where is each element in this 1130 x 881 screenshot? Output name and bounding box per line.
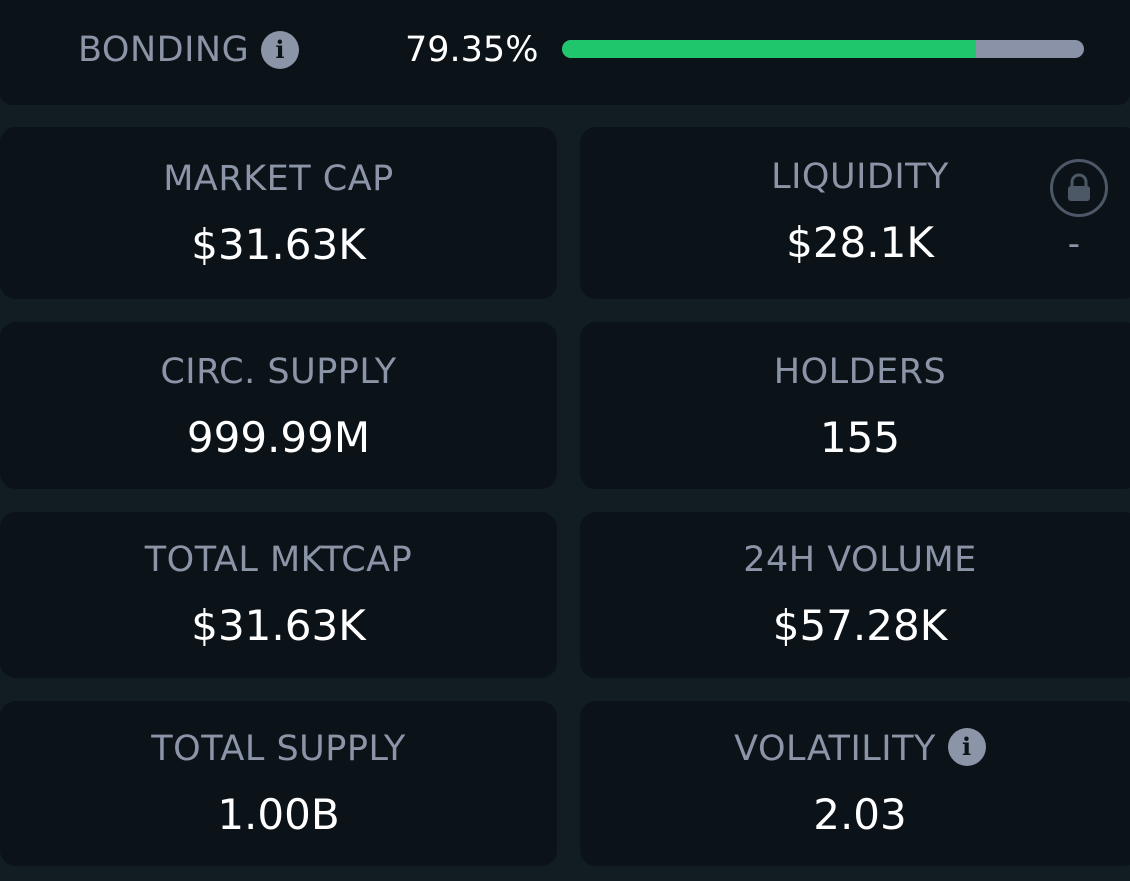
stat-value: 1.00B (217, 790, 340, 839)
stat-card-24h-volume: 24H VOLUME $57.28K (580, 512, 1130, 678)
stat-value: 155 (819, 413, 901, 462)
stat-label: 24H VOLUME (743, 540, 977, 580)
stat-label: HOLDERS (773, 352, 947, 392)
stat-label-wrap: VOLATILITY i (580, 727, 1130, 771)
stat-card-volatility: VOLATILITY i 2.03 (580, 701, 1130, 866)
stat-value: 999.99M (186, 413, 371, 462)
stat-value: $31.63K (191, 601, 366, 650)
stat-label: CIRC. SUPPLY (160, 352, 397, 392)
bonding-percent: 79.35% (405, 30, 539, 70)
stat-value: $28.1K (786, 218, 934, 267)
stat-card-holders: HOLDERS 155 (580, 322, 1130, 489)
stat-card-liquidity: LIQUIDITY $28.1K (580, 127, 1130, 299)
stat-label: MARKET CAP (163, 159, 394, 199)
stat-value: 2.03 (813, 790, 907, 839)
stat-card-market-cap: MARKET CAP $31.63K (0, 127, 557, 299)
stat-label: VOLATILITY (734, 729, 936, 769)
info-icon[interactable]: i (947, 728, 986, 766)
bonding-label: BONDING (78, 30, 250, 70)
liquidity-lock-status: - (1067, 224, 1080, 264)
stat-card-total-supply: TOTAL SUPPLY 1.00B (0, 701, 557, 866)
stat-card-total-mktcap: TOTAL MKTCAP $31.63K (0, 512, 557, 678)
stat-label: TOTAL MKTCAP (144, 540, 413, 580)
bonding-label-wrap: BONDING i (78, 28, 300, 72)
lock-icon[interactable] (1050, 159, 1108, 217)
stat-value: $31.63K (191, 220, 366, 269)
stat-value: $57.28K (772, 601, 948, 650)
stat-label: TOTAL SUPPLY (151, 729, 406, 769)
bonding-progress-fill (562, 40, 977, 58)
stat-label: LIQUIDITY (771, 157, 949, 197)
info-icon[interactable]: i (261, 31, 300, 69)
bonding-progress-bar (562, 40, 1084, 58)
bonding-section: BONDING i 79.35% (0, 0, 1130, 105)
stat-card-circ-supply: CIRC. SUPPLY 999.99M (0, 322, 557, 489)
